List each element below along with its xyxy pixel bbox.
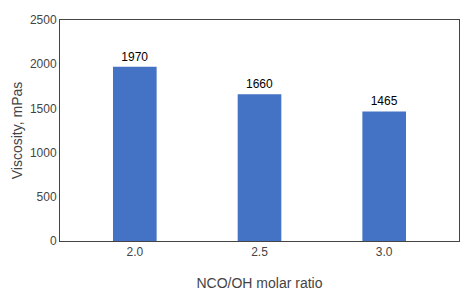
svg-text:500: 500	[37, 190, 57, 204]
svg-text:1000: 1000	[30, 146, 57, 160]
svg-text:1500: 1500	[30, 102, 57, 116]
svg-text:NCO/OH molar ratio: NCO/OH molar ratio	[196, 275, 322, 291]
svg-text:0: 0	[50, 234, 57, 248]
svg-text:1660: 1660	[246, 77, 273, 91]
svg-text:1465: 1465	[371, 94, 398, 108]
svg-text:Viscosity, mPas: Viscosity, mPas	[9, 82, 25, 180]
svg-text:2.0: 2.0	[126, 245, 143, 259]
svg-text:2000: 2000	[30, 57, 57, 71]
svg-text:1970: 1970	[121, 50, 148, 64]
svg-text:2500: 2500	[30, 13, 57, 27]
svg-text:3.0: 3.0	[376, 245, 393, 259]
svg-text:2.5: 2.5	[251, 245, 268, 259]
